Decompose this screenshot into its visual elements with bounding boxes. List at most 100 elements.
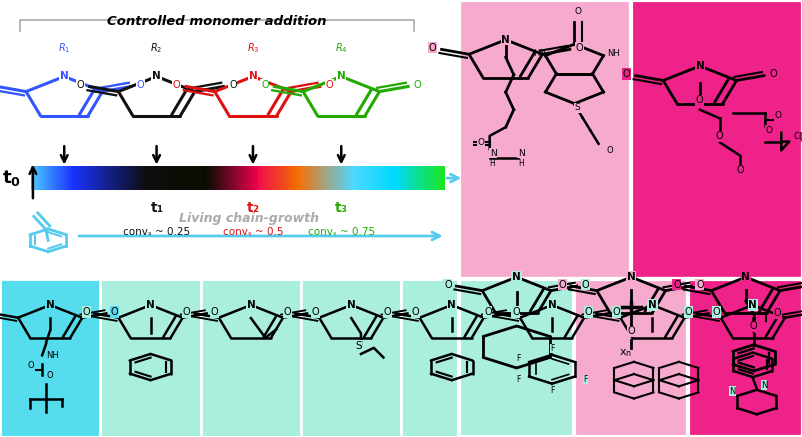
Bar — [87, 166, 89, 190]
Bar — [132, 166, 133, 190]
Bar — [298, 166, 300, 190]
Bar — [213, 166, 215, 190]
Bar — [147, 166, 149, 190]
Text: O: O — [622, 69, 630, 79]
Text: O: O — [712, 307, 719, 317]
Bar — [365, 166, 367, 190]
Bar — [77, 166, 79, 190]
Bar — [257, 166, 258, 190]
Bar — [55, 166, 56, 190]
Text: O: O — [573, 7, 581, 17]
Bar — [174, 166, 176, 190]
Bar — [314, 166, 315, 190]
Bar — [422, 166, 423, 190]
Text: convₛ ~ 0.75: convₛ ~ 0.75 — [307, 227, 375, 237]
Text: N: N — [346, 300, 355, 310]
Text: $R_4$: $R_4$ — [334, 41, 347, 55]
Bar — [189, 166, 192, 190]
Text: N: N — [728, 387, 735, 396]
Bar — [253, 166, 254, 190]
Bar — [66, 166, 67, 190]
Bar — [101, 166, 103, 190]
Text: convₛ ~ 0.25: convₛ ~ 0.25 — [123, 227, 190, 237]
Text: N: N — [246, 300, 255, 310]
Bar — [300, 166, 302, 190]
Bar — [96, 166, 99, 190]
Bar — [221, 166, 222, 190]
Bar — [185, 166, 187, 190]
Bar — [60, 166, 63, 190]
Bar — [138, 166, 140, 190]
Text: N: N — [740, 272, 749, 282]
Bar — [139, 166, 140, 190]
Bar — [38, 166, 39, 190]
Bar — [75, 166, 77, 190]
Bar — [385, 166, 387, 190]
Bar — [64, 166, 67, 190]
Bar — [354, 166, 357, 190]
Bar — [270, 166, 272, 190]
Bar — [245, 166, 247, 190]
Bar — [278, 166, 280, 190]
Bar — [88, 166, 90, 190]
Bar — [136, 166, 138, 190]
Bar — [98, 166, 99, 190]
Bar — [140, 166, 142, 190]
Bar — [119, 166, 121, 190]
Bar — [264, 166, 265, 190]
Bar — [200, 166, 201, 190]
Bar — [30, 166, 32, 190]
Bar — [46, 166, 48, 190]
Bar — [72, 166, 74, 190]
Bar — [342, 166, 344, 190]
Bar — [234, 166, 236, 190]
Bar — [188, 166, 190, 190]
Bar — [52, 166, 54, 190]
Bar — [573, 279, 687, 437]
Text: O: O — [558, 280, 565, 290]
Bar — [297, 166, 298, 190]
Text: $\mathbf{t₃}$: $\mathbf{t₃}$ — [334, 201, 348, 215]
Bar — [263, 166, 265, 190]
Bar — [31, 166, 34, 190]
Bar — [123, 166, 124, 190]
Bar — [412, 166, 415, 190]
Bar — [252, 166, 253, 190]
Bar — [192, 166, 193, 190]
Bar — [95, 166, 97, 190]
Bar — [362, 166, 364, 190]
Bar — [246, 166, 248, 190]
Bar — [53, 166, 55, 190]
Bar — [171, 166, 172, 190]
Bar — [236, 166, 237, 190]
Bar — [128, 166, 131, 190]
Text: O: O — [768, 69, 776, 79]
Bar — [217, 166, 218, 190]
Bar — [152, 166, 154, 190]
Bar — [137, 166, 139, 190]
Bar — [73, 166, 75, 190]
Bar — [361, 166, 363, 190]
Bar — [202, 166, 204, 190]
Bar — [322, 166, 325, 190]
Bar — [336, 166, 338, 190]
Bar — [108, 166, 110, 190]
Bar — [392, 166, 394, 190]
Bar — [181, 166, 183, 190]
Text: S: S — [573, 103, 580, 112]
Bar — [152, 166, 153, 190]
Bar — [156, 166, 157, 190]
Bar — [214, 166, 216, 190]
Bar — [78, 166, 80, 190]
Text: O: O — [749, 322, 756, 332]
Bar — [111, 166, 113, 190]
Bar — [124, 166, 126, 190]
Bar — [299, 166, 301, 190]
Bar — [33, 166, 34, 190]
Bar — [366, 166, 368, 190]
Bar — [296, 166, 298, 190]
Bar — [134, 166, 136, 190]
Bar — [259, 166, 261, 190]
Text: N: N — [695, 61, 703, 71]
Text: N: N — [146, 300, 155, 310]
